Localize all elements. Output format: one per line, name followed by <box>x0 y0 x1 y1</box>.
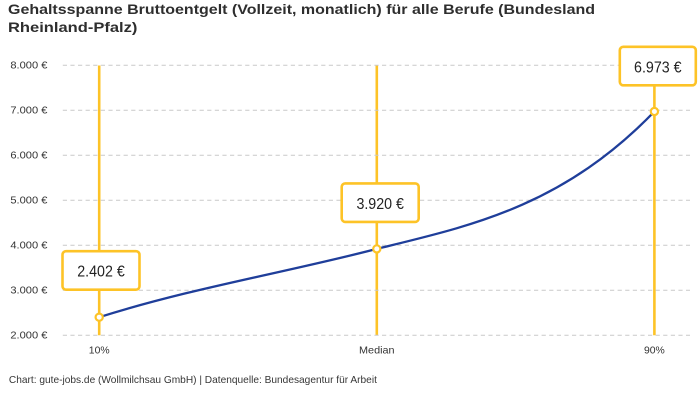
svg-text:6.000 €: 6.000 € <box>10 151 47 162</box>
svg-text:90%: 90% <box>644 346 665 357</box>
svg-text:Median: Median <box>359 346 395 357</box>
svg-text:2.402 €: 2.402 € <box>77 264 125 281</box>
svg-text:5.000 €: 5.000 € <box>10 196 47 207</box>
svg-text:3.000 €: 3.000 € <box>10 286 47 297</box>
svg-text:7.000 €: 7.000 € <box>10 106 47 117</box>
svg-text:4.000 €: 4.000 € <box>10 241 47 252</box>
svg-text:6.973 €: 6.973 € <box>634 59 682 76</box>
svg-text:3.920 €: 3.920 € <box>356 196 404 213</box>
svg-text:2.000 €: 2.000 € <box>10 331 47 342</box>
svg-text:10%: 10% <box>89 346 110 357</box>
svg-text:Rheinland-Pfalz): Rheinland-Pfalz) <box>8 19 137 35</box>
svg-text:Chart: gute-jobs.de (Wollmilch: Chart: gute-jobs.de (Wollmilchsau GmbH) … <box>9 375 377 386</box>
svg-text:Gehaltsspanne Bruttoentgelt (V: Gehaltsspanne Bruttoentgelt (Vollzeit, m… <box>8 1 595 17</box>
svg-text:8.000 €: 8.000 € <box>10 61 47 72</box>
